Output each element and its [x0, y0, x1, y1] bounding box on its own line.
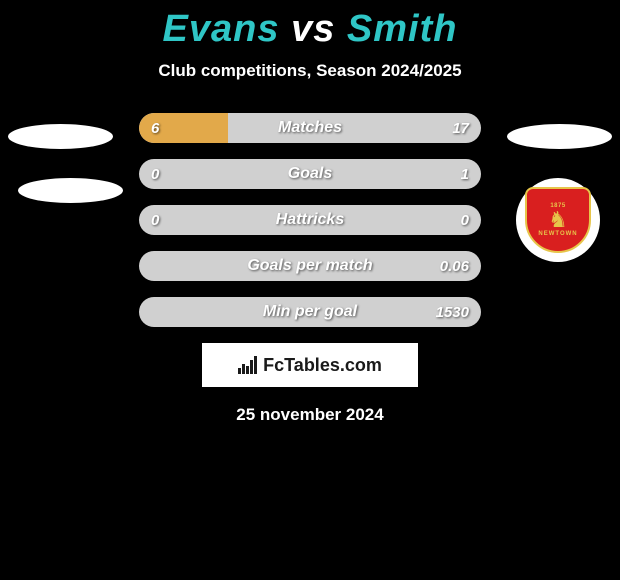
stat-value-right: 0.06	[440, 251, 469, 281]
player1-club-placeholder	[18, 178, 123, 203]
stat-value-right: 17	[452, 113, 469, 143]
footer-date: 25 november 2024	[0, 405, 620, 425]
player2-photo-placeholder	[507, 124, 612, 149]
stat-label: Min per goal	[139, 297, 481, 327]
comparison-title: Evans vs Smith	[0, 0, 620, 51]
vs-text: vs	[291, 8, 335, 50]
player1-photo-placeholder	[8, 124, 113, 149]
stat-value-right: 0	[461, 205, 469, 235]
stat-label: Goals per match	[139, 251, 481, 281]
stat-row: Min per goal 1530	[139, 297, 481, 327]
subtitle: Club competitions, Season 2024/2025	[0, 61, 620, 81]
bar-chart-icon	[238, 356, 257, 374]
player2-club-crest: 1875 ♞ NEWTOWN	[516, 178, 600, 262]
stat-row: Goals per match 0.06	[139, 251, 481, 281]
stat-label: Goals	[139, 159, 481, 189]
brand-text: FcTables.com	[263, 355, 382, 376]
stat-value-right: 1530	[436, 297, 469, 327]
crest-name: NEWTOWN	[538, 231, 577, 237]
player2-name: Smith	[347, 8, 458, 50]
brand-box: FcTables.com	[202, 343, 418, 387]
stat-label: Hattricks	[139, 205, 481, 235]
stat-row: 6 Matches 17	[139, 113, 481, 143]
stat-label: Matches	[139, 113, 481, 143]
stats-bars: 6 Matches 17 0 Goals 1 0 Hattricks 0 Goa…	[139, 113, 481, 327]
player1-name: Evans	[163, 8, 280, 50]
stat-row: 0 Goals 1	[139, 159, 481, 189]
crest-emblem-icon: ♞	[548, 209, 568, 231]
stat-value-right: 1	[461, 159, 469, 189]
stat-row: 0 Hattricks 0	[139, 205, 481, 235]
crest-shield: 1875 ♞ NEWTOWN	[525, 187, 591, 253]
